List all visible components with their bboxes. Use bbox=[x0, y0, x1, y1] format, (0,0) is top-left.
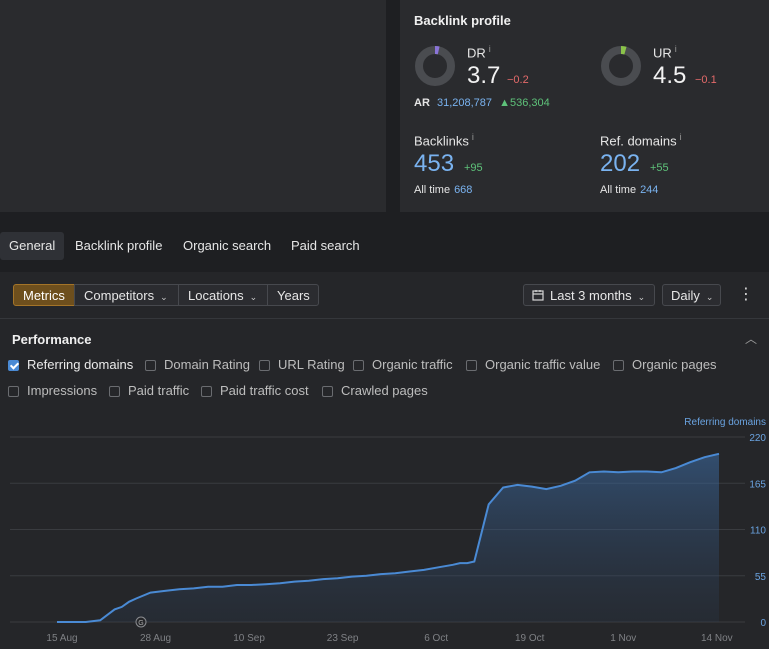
checkbox-paid-traffic[interactable]: Paid traffic bbox=[109, 382, 189, 400]
tab-backlink-profile[interactable]: Backlink profile bbox=[75, 238, 163, 253]
chevron-down-icon: ⌄ bbox=[160, 292, 168, 302]
x-tick-label: 19 Oct bbox=[515, 633, 545, 644]
ref-domains-label: Ref. domains i bbox=[600, 132, 682, 149]
backlinks-all-time-value[interactable]: 668 bbox=[454, 184, 473, 196]
ur-delta: −0.1 bbox=[695, 74, 717, 86]
ref-domains-delta: +55 bbox=[650, 162, 669, 174]
x-tick-label: 15 Aug bbox=[46, 633, 77, 644]
referring-domains-area bbox=[57, 453, 719, 622]
tab-general[interactable]: General bbox=[0, 232, 65, 260]
x-tick-label: 28 Aug bbox=[140, 633, 171, 644]
toolbar-divider bbox=[0, 318, 769, 319]
backlinks-delta: +95 bbox=[464, 162, 483, 174]
checkbox-organic-traffic[interactable]: Organic traffic bbox=[353, 356, 453, 374]
calendar-icon bbox=[532, 290, 544, 301]
x-tick-label: 14 Nov bbox=[701, 633, 733, 644]
checkbox-url-rating[interactable]: URL Rating bbox=[259, 356, 345, 374]
x-tick-label: 1 Nov bbox=[610, 633, 636, 644]
svg-text:G: G bbox=[138, 620, 143, 627]
checkbox-crawled-pages[interactable]: Crawled pages bbox=[322, 382, 428, 400]
ur-info-icon[interactable]: i bbox=[674, 44, 677, 54]
report-tabs: General Backlink profile Organic search … bbox=[0, 232, 769, 272]
segment-locations[interactable]: Locations ⌄ bbox=[178, 284, 268, 306]
ar-label: AR bbox=[414, 97, 430, 109]
checkbox-icon bbox=[259, 360, 270, 371]
overview-panel bbox=[0, 0, 386, 212]
ref-domains-all-time-value[interactable]: 244 bbox=[640, 184, 659, 196]
chevron-up-icon[interactable]: ︿ bbox=[745, 332, 758, 346]
backlink-profile-panel bbox=[400, 0, 769, 212]
checkbox-icon bbox=[145, 360, 156, 371]
dr-gauge-icon bbox=[415, 46, 455, 86]
chart-legend-label: Referring domains bbox=[684, 417, 766, 428]
ur-value: 4.5 bbox=[653, 62, 687, 89]
checkbox-domain-rating[interactable]: Domain Rating bbox=[145, 356, 250, 374]
ar-value[interactable]: 31,208,787 bbox=[436, 97, 493, 109]
checkbox-organic-traffic-value[interactable]: Organic traffic value bbox=[466, 356, 600, 374]
backlinks-label: Backlinks i bbox=[414, 132, 474, 149]
backlink-profile-title: Backlink profile bbox=[414, 13, 511, 28]
dr-value: 3.7 bbox=[467, 62, 501, 89]
x-tick-label: 10 Sep bbox=[233, 633, 265, 644]
segment-years[interactable]: Years bbox=[267, 284, 319, 306]
y-tick-label: 220 bbox=[749, 433, 766, 444]
dr-label: DR i bbox=[467, 44, 491, 61]
checkbox-icon bbox=[322, 386, 333, 397]
x-tick-label: 23 Sep bbox=[327, 633, 359, 644]
y-tick-label: 110 bbox=[750, 526, 766, 537]
chevron-down-icon: ⌄ bbox=[637, 292, 646, 302]
checkbox-paid-traffic-cost[interactable]: Paid traffic cost bbox=[201, 382, 309, 400]
tab-paid-search[interactable]: Paid search bbox=[291, 238, 360, 253]
chevron-down-icon: ⌄ bbox=[705, 292, 714, 302]
y-tick-label: 55 bbox=[755, 572, 767, 583]
checkbox-icon bbox=[8, 360, 19, 371]
kebab-icon[interactable]: ⋮ bbox=[738, 286, 754, 303]
tab-organic-search[interactable]: Organic search bbox=[183, 238, 272, 253]
dr-delta: −0.2 bbox=[507, 74, 529, 86]
checkbox-icon bbox=[466, 360, 477, 371]
ur-label: UR i bbox=[653, 44, 677, 61]
google-update-marker-icon[interactable]: G bbox=[135, 616, 147, 628]
ar-delta: ▲536,304 bbox=[499, 97, 550, 109]
checkbox-icon bbox=[8, 386, 19, 397]
checkbox-icon bbox=[613, 360, 624, 371]
backlinks-info-icon[interactable]: i bbox=[471, 132, 474, 142]
checkbox-referring-domains[interactable]: Referring domains bbox=[8, 356, 133, 374]
performance-title: Performance bbox=[12, 332, 92, 347]
granularity-select[interactable]: Daily ⌄ bbox=[662, 284, 721, 306]
ur-gauge-icon bbox=[601, 46, 641, 86]
y-tick-label: 165 bbox=[749, 479, 766, 490]
checkbox-impressions[interactable]: Impressions bbox=[8, 382, 97, 400]
segment-competitors[interactable]: Competitors ⌄ bbox=[74, 284, 179, 306]
backlinks-all-time: All time 668 bbox=[414, 184, 473, 196]
ref-domains-value[interactable]: 202 bbox=[600, 150, 641, 177]
checkbox-icon bbox=[353, 360, 364, 371]
chevron-down-icon: ⌄ bbox=[249, 292, 258, 302]
panel-gap bbox=[0, 212, 769, 232]
ref-domains-all-time: All time 244 bbox=[600, 184, 659, 196]
backlinks-value[interactable]: 453 bbox=[414, 150, 455, 177]
dr-info-icon[interactable]: i bbox=[488, 44, 491, 54]
referring-domains-line bbox=[57, 452, 720, 623]
date-range-select[interactable]: Last 3 months ⌄ bbox=[523, 284, 655, 306]
referring-domains-chart[interactable]: Referring domains 0 55 110 165 220 15 Aug 28 … bbox=[0, 410, 769, 649]
segment-metrics[interactable]: Metrics bbox=[13, 284, 75, 306]
y-tick-label: 0 bbox=[760, 618, 766, 629]
checkbox-icon bbox=[201, 386, 212, 397]
ref-domains-info-icon[interactable]: i bbox=[679, 132, 682, 142]
ar-row: AR 31,208,787 ▲536,304 bbox=[414, 97, 550, 109]
checkbox-organic-pages[interactable]: Organic pages bbox=[613, 356, 717, 374]
checkbox-icon bbox=[109, 386, 120, 397]
x-tick-label: 6 Oct bbox=[424, 633, 448, 644]
